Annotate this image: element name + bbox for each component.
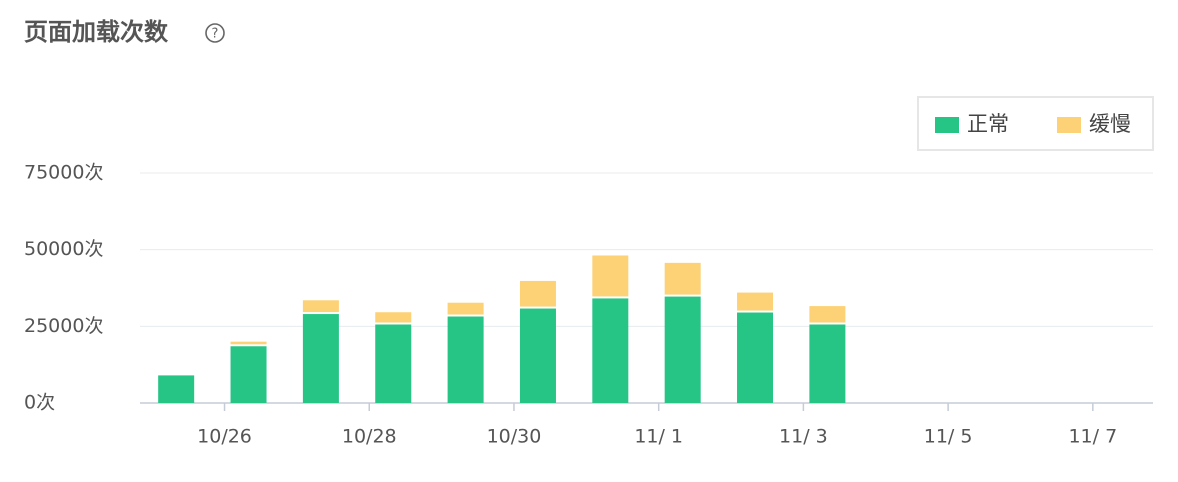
svg-text:?: ? [212, 27, 219, 42]
chart-title: 页面加载次数 [24, 18, 169, 46]
bar-segment [375, 324, 412, 403]
bar-segment [302, 300, 339, 313]
legend-label: 正常 [967, 112, 1009, 136]
bar-segment [809, 306, 846, 323]
x-tick-label: 11/ 1 [634, 426, 683, 448]
x-tick-label: 10/28 [342, 426, 397, 448]
bar-segment [664, 296, 701, 403]
legend-label: 缓慢 [1089, 112, 1131, 136]
bar-segment [519, 308, 556, 403]
legend-swatch [1057, 117, 1081, 133]
bar-segment [519, 280, 556, 307]
bar-segment [230, 341, 267, 345]
bar-segment [737, 312, 774, 403]
y-tick-label: 0次 [24, 392, 55, 414]
bar-segment [230, 346, 267, 403]
x-tick-label: 11/ 3 [779, 426, 828, 448]
bar-segment [809, 324, 846, 403]
bar-segment [447, 302, 484, 315]
x-tick-label: 11/ 5 [924, 426, 973, 448]
bar-segment [737, 292, 774, 311]
bar-segment [447, 316, 484, 403]
bar-segment [375, 312, 412, 323]
bar-segment [664, 262, 701, 295]
legend-swatch [935, 117, 959, 133]
bar-segment [158, 375, 195, 403]
help-icon[interactable]: ? [205, 23, 225, 43]
x-tick-label: 11/ 7 [1068, 426, 1117, 448]
y-tick-label: 50000次 [24, 238, 103, 260]
y-tick-label: 75000次 [24, 162, 103, 184]
y-tick-label: 25000次 [24, 315, 103, 337]
bar-segment [592, 255, 629, 297]
bar-segment [302, 314, 339, 403]
x-tick-label: 10/30 [487, 426, 542, 448]
x-tick-label: 10/26 [197, 426, 252, 448]
bar-segment [592, 298, 629, 403]
